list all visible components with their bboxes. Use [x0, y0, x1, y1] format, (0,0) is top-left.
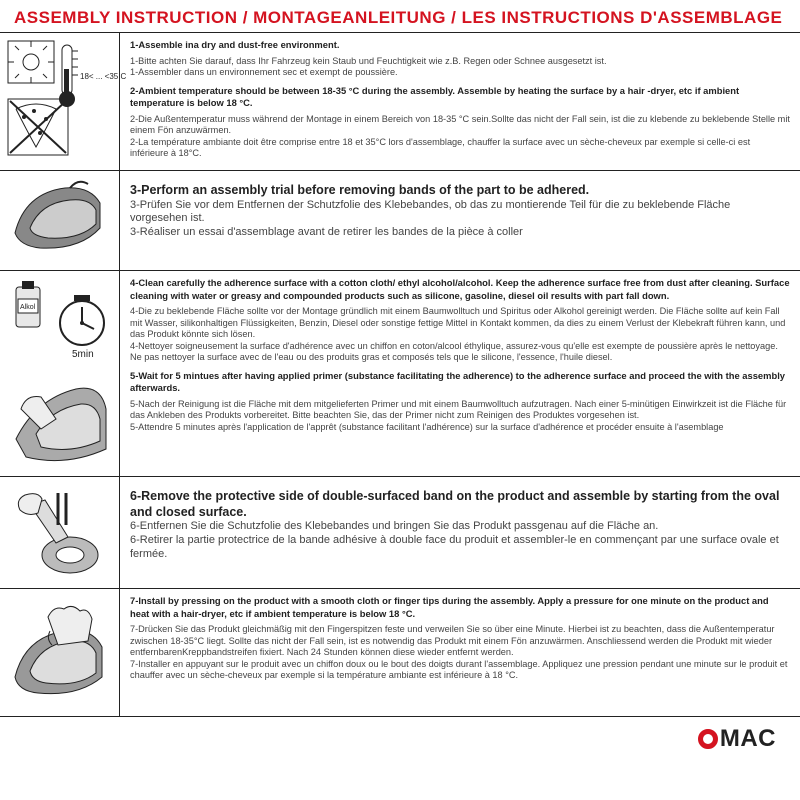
- row-3: Alkol 5min 4-Clean carefully the adheren…: [0, 270, 800, 476]
- row-4: 6-Remove the protective side of double-s…: [0, 476, 800, 588]
- text-cell-1: 1-Assemble ina dry and dust-free environ…: [120, 33, 800, 170]
- row-2: 3-Perform an assembly trial before remov…: [0, 170, 800, 270]
- footer: MAC: [0, 716, 800, 759]
- icon-cell-2: [0, 171, 120, 270]
- logo-o-icon: [698, 729, 718, 749]
- row-5: 7-Install by pressing on the product wit…: [0, 588, 800, 716]
- alkol-label: Alkol: [20, 304, 36, 311]
- icon-cell-4: [0, 477, 120, 588]
- icon-cell-5: [0, 589, 120, 716]
- text-cell-4: 6-Remove the protective side of double-s…: [120, 477, 800, 588]
- instruction-table: 18< ... <35 C 1-Assemble ina dry and dus…: [0, 32, 800, 716]
- timer-label: 5min: [72, 349, 94, 360]
- row-1: 18< ... <35 C 1-Assemble ina dry and dus…: [0, 32, 800, 170]
- text-cell-2: 3-Perform an assembly trial before remov…: [120, 171, 800, 270]
- icon-cell-1: 18< ... <35 C: [0, 33, 120, 170]
- text-cell-5: 7-Install by pressing on the product wit…: [120, 589, 800, 716]
- icon-cell-3: Alkol 5min: [0, 271, 120, 476]
- trial-fit-icon: [10, 178, 110, 264]
- brand-logo: MAC: [698, 725, 776, 753]
- temp-label: 18< ... <35 C: [80, 72, 126, 81]
- temp-environment-icon: 18< ... <35 C: [6, 39, 114, 165]
- text-cell-3: 4-Clean carefully the adherence surface …: [120, 271, 800, 476]
- clean-primer-icon: Alkol 5min: [6, 279, 114, 469]
- peel-tape-icon: [10, 485, 110, 581]
- page-title: ASSEMBLY INSTRUCTION / MONTAGEANLEITUNG …: [0, 0, 800, 32]
- press-install-icon: [10, 597, 110, 709]
